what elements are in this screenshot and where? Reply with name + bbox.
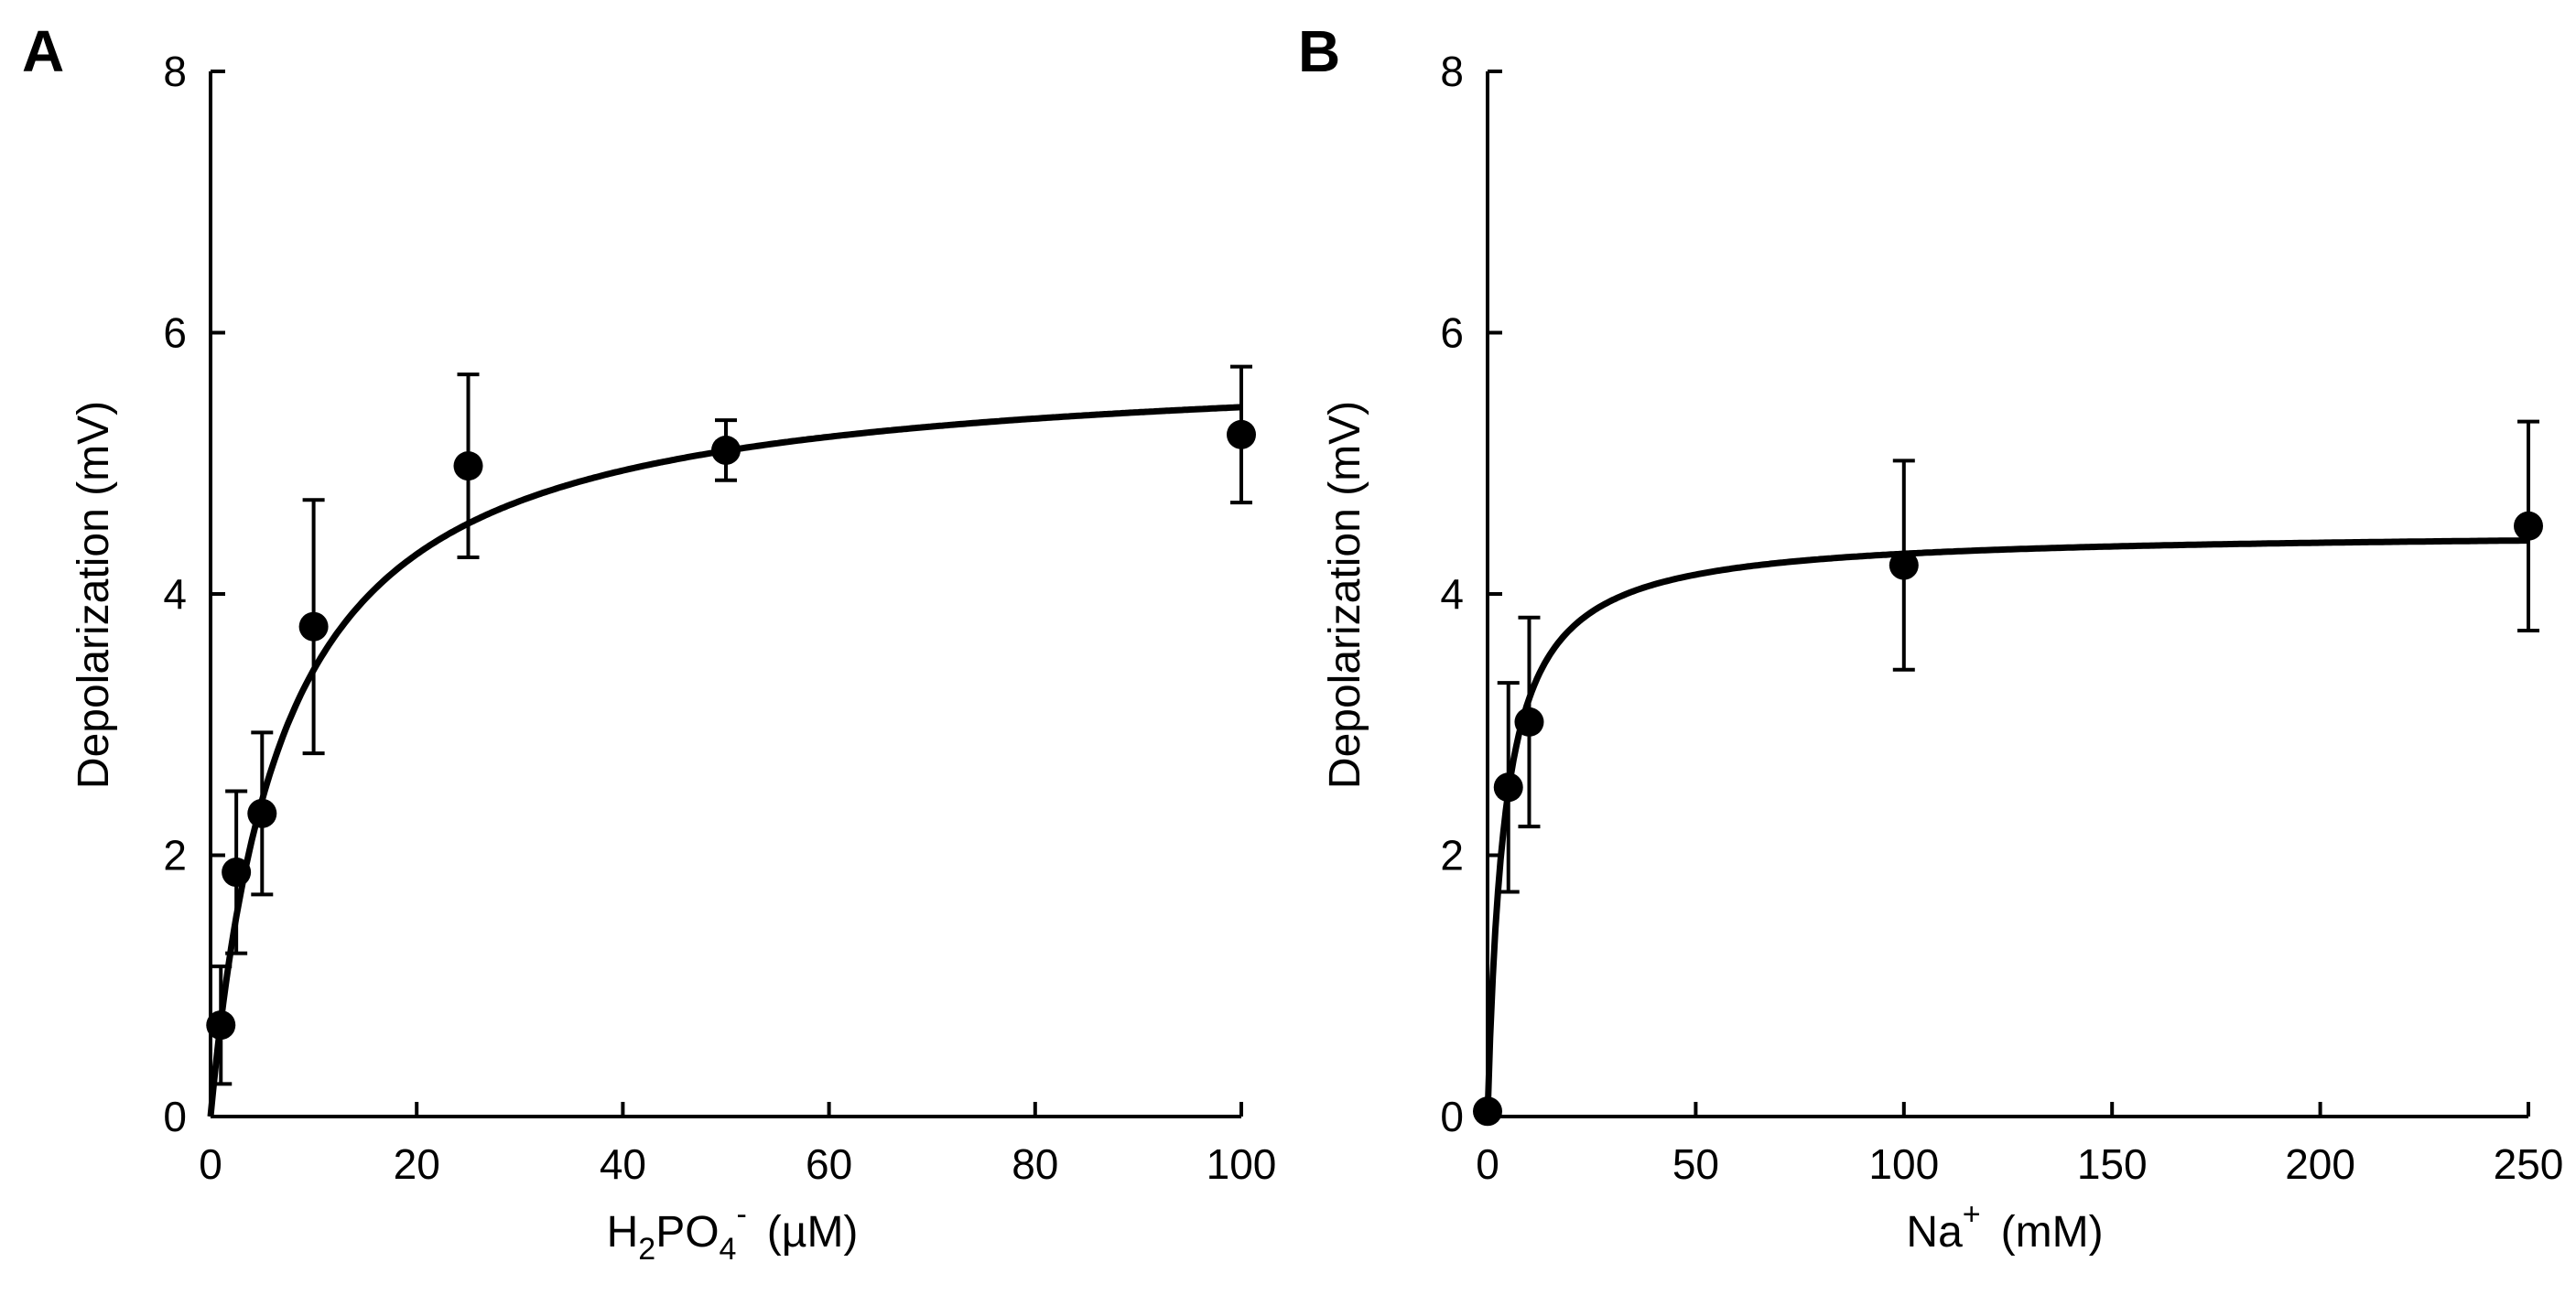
y-tick-label: 2 <box>163 832 187 880</box>
x-tick-label: 40 <box>600 1140 646 1188</box>
y-axis-title: Depolarization (mV) <box>70 401 118 789</box>
y-tick-label: 0 <box>1440 1093 1464 1140</box>
x-title-main: H <box>607 1208 639 1257</box>
x-tick-label: 250 <box>2494 1140 2564 1188</box>
data-points <box>206 364 1256 1086</box>
panel-a: A 0 2 4 6 8 0 20 40 60 80 100 Depolariza… <box>22 18 1276 1267</box>
data-point <box>1493 772 1523 803</box>
x-tick-label: 60 <box>806 1140 852 1188</box>
panel-letter-a: A <box>22 18 64 84</box>
x-tick-label: 80 <box>1012 1140 1058 1188</box>
data-point <box>1889 550 1919 580</box>
y-tick-labels: 0 2 4 6 8 <box>163 48 187 1140</box>
y-tick-label: 8 <box>1440 48 1464 95</box>
x-axis-title: Na+ (mM) <box>1906 1197 2103 1257</box>
x-title-mid: PO <box>655 1208 719 1257</box>
x-tick-label: 100 <box>1207 1140 1277 1188</box>
data-point <box>247 798 277 828</box>
x-tick-label: 200 <box>2285 1140 2355 1188</box>
data-point <box>453 451 483 481</box>
x-title-sub: 4 <box>720 1232 737 1267</box>
y-tick-label: 2 <box>1440 832 1464 880</box>
x-tick-labels: 0 20 40 60 80 100 <box>199 1140 1276 1188</box>
x-title-sup: + <box>1963 1197 1981 1232</box>
x-title-unit: (mM) <box>2001 1208 2104 1257</box>
x-title-sup: - <box>736 1197 746 1232</box>
x-title-sub: 2 <box>638 1232 655 1267</box>
fit-curve <box>207 404 1242 1117</box>
x-title-unit: (µM) <box>767 1208 859 1257</box>
x-tick-label: 50 <box>1672 1140 1719 1188</box>
y-tick-label: 8 <box>163 48 187 95</box>
panel-letter-b: B <box>1298 18 1340 84</box>
x-tick-label: 150 <box>2077 1140 2148 1188</box>
x-title-main: Na <box>1906 1208 1963 1257</box>
x-tick-labels: 0 50 100 150 200 250 <box>1476 1140 2563 1188</box>
x-tick-label: 20 <box>394 1140 440 1188</box>
y-tick-label: 4 <box>1440 570 1464 618</box>
data-point <box>2514 511 2543 541</box>
data-point <box>1473 1096 1502 1127</box>
data-point <box>222 858 252 888</box>
x-tick-label: 0 <box>199 1140 222 1188</box>
x-tick-label: 0 <box>1476 1140 1499 1188</box>
data-point <box>298 611 329 642</box>
data-point <box>1514 707 1544 737</box>
data-point <box>206 1010 236 1041</box>
data-point <box>711 435 741 465</box>
y-axis-title: Depolarization (mV) <box>1321 401 1369 789</box>
y-tick-label: 4 <box>163 570 187 618</box>
axis-ticks <box>209 70 1243 1118</box>
data-point <box>1227 419 1256 449</box>
y-tick-label: 6 <box>163 309 187 357</box>
y-tick-labels: 0 2 4 6 8 <box>1440 48 1464 1140</box>
y-tick-label: 0 <box>163 1093 187 1140</box>
x-tick-label: 100 <box>1868 1140 1939 1188</box>
panel-b: B 0 2 4 6 8 0 50 100 150 200 250 Depolar… <box>1298 18 2563 1257</box>
data-points <box>1473 419 2543 1127</box>
axis-ticks <box>1486 70 2530 1118</box>
y-tick-label: 6 <box>1440 309 1464 357</box>
fit-curve <box>1484 537 2528 1117</box>
x-axis-title: H2PO4- (µM) <box>607 1197 859 1267</box>
